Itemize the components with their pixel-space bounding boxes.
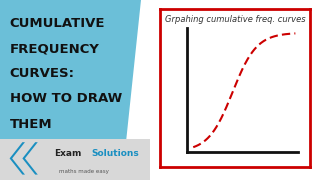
Text: Solutions: Solutions (91, 149, 139, 158)
Text: CUMULATIVE: CUMULATIVE (10, 17, 105, 30)
Text: CURVES:: CURVES: (10, 67, 75, 80)
Text: Grpahing cumulative freq. curves: Grpahing cumulative freq. curves (165, 15, 306, 24)
Bar (150, 0, 320, 180)
Text: FREQUENCY: FREQUENCY (10, 42, 100, 55)
Polygon shape (10, 142, 25, 175)
Text: Exam: Exam (54, 149, 82, 158)
Polygon shape (122, 0, 160, 180)
Bar (0, 139, 150, 180)
Polygon shape (22, 142, 38, 175)
Text: HOW TO DRAW: HOW TO DRAW (10, 93, 122, 105)
Text: maths made easy: maths made easy (59, 169, 109, 174)
Text: THEM: THEM (10, 118, 52, 131)
